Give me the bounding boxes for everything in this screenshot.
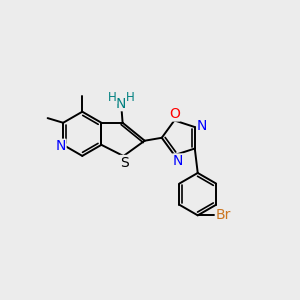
Text: N: N xyxy=(116,97,126,111)
Text: N: N xyxy=(173,154,183,168)
Text: H: H xyxy=(108,91,117,103)
Text: H: H xyxy=(126,91,134,103)
Text: O: O xyxy=(169,107,180,121)
Text: Br: Br xyxy=(216,208,231,222)
Text: S: S xyxy=(120,155,128,170)
Text: N: N xyxy=(197,118,207,133)
Text: N: N xyxy=(56,139,66,153)
